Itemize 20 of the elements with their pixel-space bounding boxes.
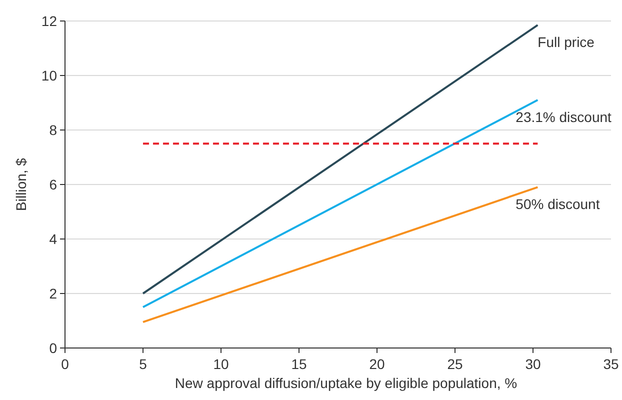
- y-tick-label: 12: [41, 13, 58, 29]
- x-tick-label: 10: [213, 356, 229, 372]
- y-tick-label: 4: [49, 231, 58, 247]
- series-label: Full price: [538, 34, 595, 50]
- x-tick-label: 25: [447, 356, 463, 372]
- x-tick-label: 30: [525, 356, 541, 372]
- x-tick-label: 35: [603, 356, 619, 372]
- y-tick-label: 8: [49, 122, 58, 138]
- y-tick-label: 2: [49, 286, 58, 302]
- x-tick-label: 20: [369, 356, 385, 372]
- x-tick-label: 5: [139, 356, 148, 372]
- x-tick-label: 0: [61, 356, 70, 372]
- y-tick-label: 6: [49, 176, 58, 192]
- y-tick-label: 0: [49, 340, 58, 356]
- y-axis-title: Billion, $: [13, 158, 29, 211]
- series-label: 50% discount: [516, 196, 600, 212]
- series-label: 23.1% discount: [516, 109, 612, 126]
- y-tick-label: 10: [41, 68, 58, 84]
- x-tick-label: 15: [291, 356, 307, 372]
- x-axis-title: New approval diffusion/uptake by eligible population, %: [174, 375, 518, 391]
